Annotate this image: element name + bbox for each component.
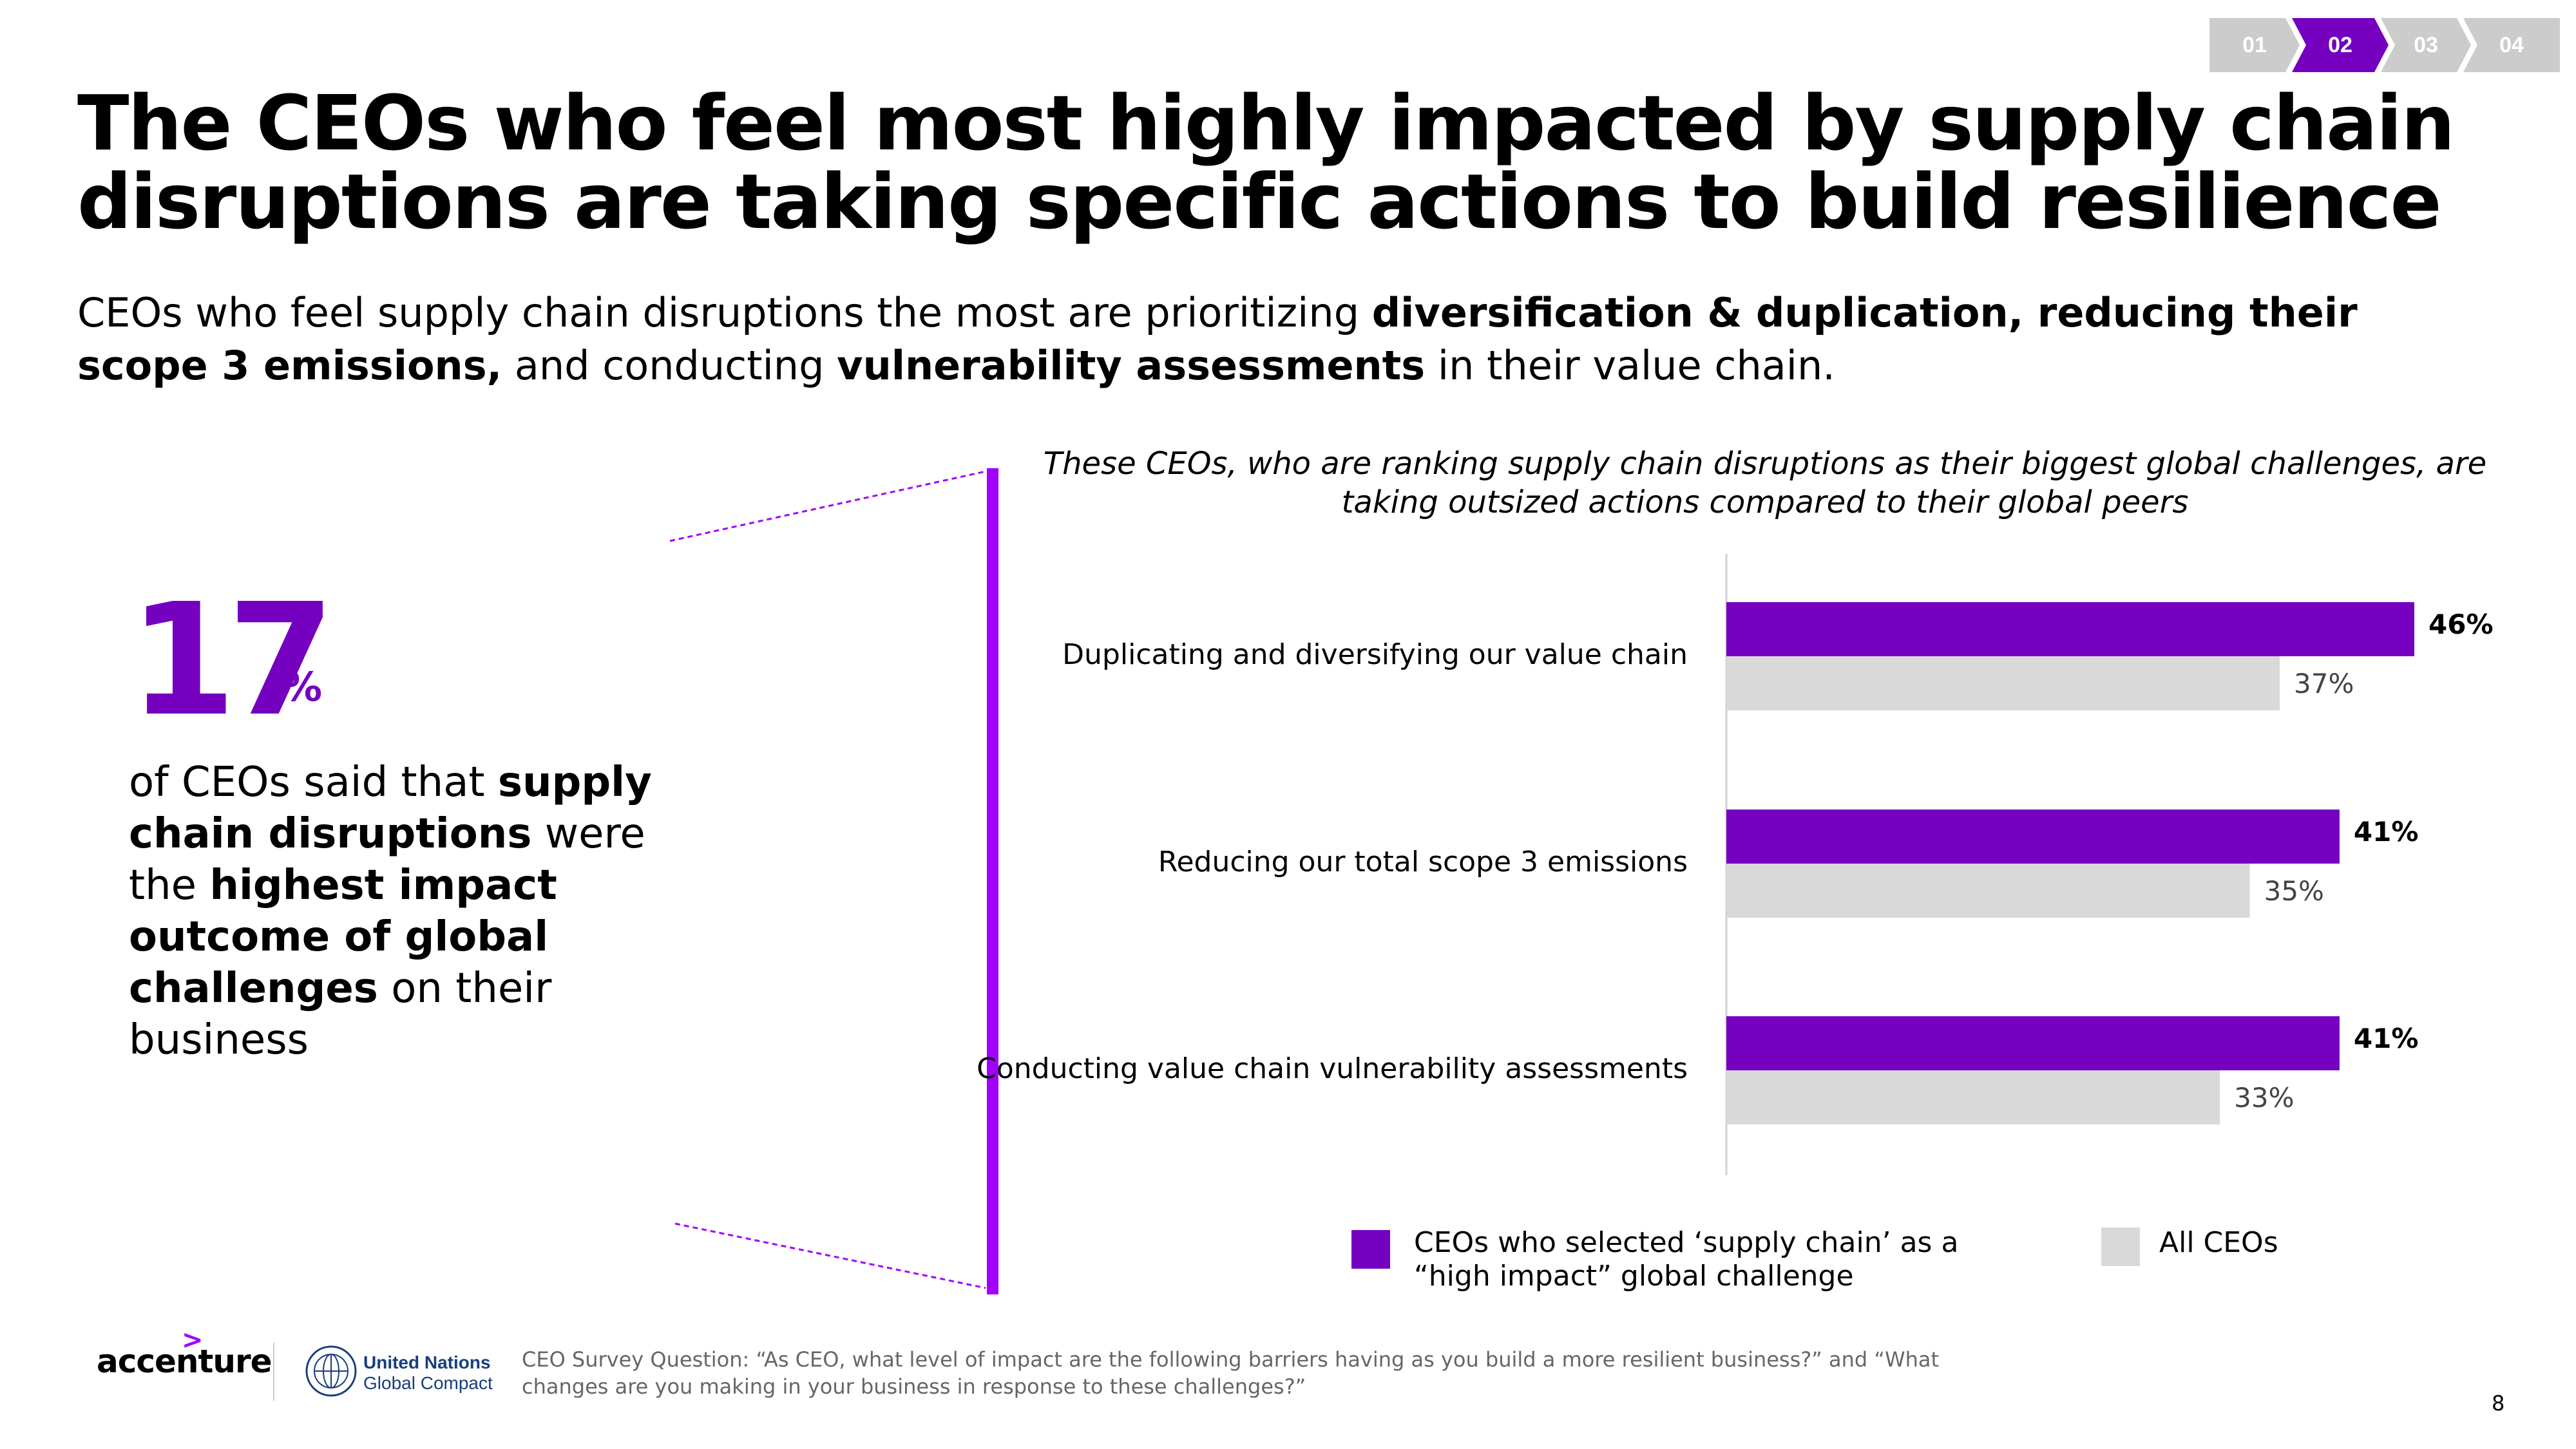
subtitle-text: and conducting	[502, 342, 837, 389]
step-label: 02	[2328, 32, 2352, 57]
step-label: 01	[2242, 32, 2267, 57]
accent-bar	[987, 468, 998, 1294]
subtitle-emphasis: vulnerability assessments	[837, 342, 1426, 389]
step-shape	[2209, 18, 2300, 72]
step-shape	[2381, 18, 2471, 72]
step-shape	[2292, 18, 2389, 72]
survey-question-note: CEO Survey Question: “As CEO, what level…	[522, 1347, 1940, 1399]
un-global-compact-logo: United Nations Global Compact	[363, 1352, 493, 1394]
legend-label-all-ceos: All CEOs	[2159, 1226, 2278, 1259]
legend-label-high-impact: CEOs who selected ‘supply chain’ as a “h…	[1414, 1226, 1959, 1293]
stat-text: on their business	[129, 965, 552, 1064]
un-line1: United Nations	[363, 1352, 491, 1372]
step-label: 03	[2414, 32, 2438, 57]
legend-swatch-all-ceos	[2101, 1227, 2140, 1266]
chart-caption: These CEOs, who are ranking supply chain…	[1043, 446, 2487, 520]
page-subtitle: CEOs who feel supply chain disruptions t…	[77, 287, 2461, 392]
subtitle-text: CEOs who feel supply chain disruptions t…	[77, 289, 1372, 336]
step-02[interactable]: 02	[2292, 18, 2389, 72]
step-label: 04	[2499, 32, 2524, 57]
accenture-logo-mark: >	[182, 1325, 204, 1355]
legend-swatch-high-impact	[1351, 1230, 1390, 1269]
stat-unit: %	[282, 663, 323, 710]
progress-steps: 01 02 03 04	[2209, 18, 2570, 72]
stat-number: 17	[129, 570, 335, 750]
un-line2: Global Compact	[363, 1373, 493, 1393]
connector-line-top	[669, 470, 986, 542]
accenture-logo: accenture	[97, 1343, 272, 1380]
un-emblem-icon	[305, 1345, 357, 1397]
logo-divider	[273, 1343, 274, 1401]
step-04[interactable]: 04	[2463, 18, 2560, 72]
stat-emphasis: highest impact outcome of global challen…	[129, 862, 557, 1012]
step-03[interactable]: 03	[2381, 18, 2471, 72]
page-number: 8	[2492, 1391, 2505, 1416]
page-title: The CEOs who feel most highly impacted b…	[77, 79, 2455, 246]
stat-description: of CEOs said that supply chain disruptio…	[129, 757, 696, 1066]
stat-text: of CEOs said that	[129, 759, 498, 806]
connector-line-bottom	[674, 1222, 986, 1289]
stat-emphasis: supply chain disruptions	[129, 759, 652, 858]
subtitle-text: in their value chain.	[1425, 342, 1835, 389]
step-shape	[2463, 18, 2560, 72]
stat-text: were the	[129, 810, 645, 909]
step-01[interactable]: 01	[2209, 18, 2300, 72]
subtitle-emphasis: diversification & duplication, reducing …	[77, 289, 2358, 389]
